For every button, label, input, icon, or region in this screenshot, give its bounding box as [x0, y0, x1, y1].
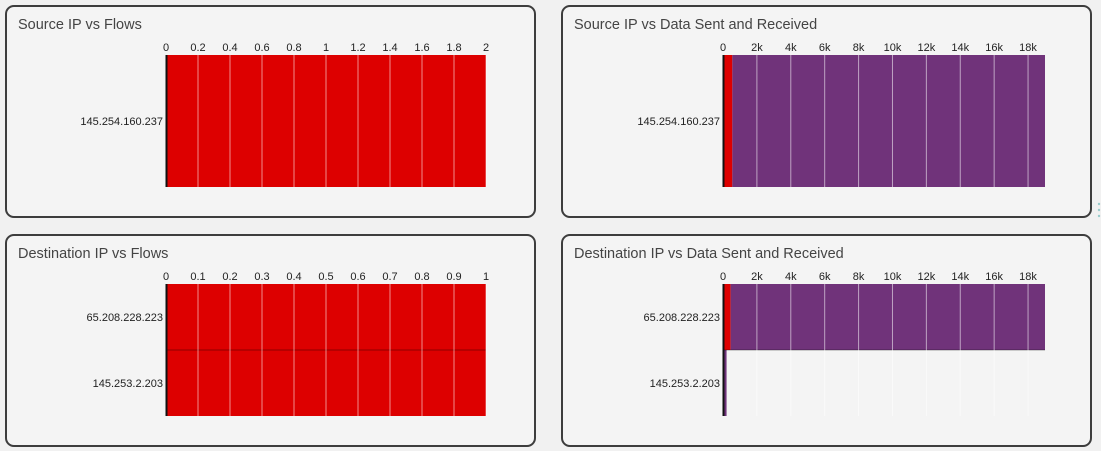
tick-label: 0.8 — [286, 42, 301, 54]
category-label: 145.253.2.203 — [650, 378, 720, 390]
bar — [723, 284, 731, 350]
tick-label: 0 — [720, 271, 726, 283]
source-ip-vs-data-chart: 0 2k 4k 6k 8k 10k 12k 14k 16k 18k 145.254.160.237 — [637, 42, 1045, 187]
tick-label: 0.9 — [446, 271, 461, 283]
tick-label: 2k — [751, 271, 763, 283]
tick-label: 0 — [720, 42, 726, 54]
tick-label: 12k — [917, 42, 935, 54]
tick-label: 8k — [853, 42, 865, 54]
tick-label: 16k — [985, 42, 1003, 54]
tick-label: 0.8 — [414, 271, 429, 283]
tick-label: 0.4 — [286, 271, 301, 283]
panel-title: Source IP vs Data Sent and Received — [574, 17, 818, 33]
panel-title: Destination IP vs Data Sent and Received — [574, 246, 844, 262]
tick-label: 1 — [323, 42, 329, 54]
panel-title: Destination IP vs Flows — [18, 246, 169, 262]
tick-label: 14k — [951, 271, 969, 283]
category-label: 145.254.160.237 — [80, 116, 163, 128]
tick-label: 0 — [163, 271, 169, 283]
tick-label: 6k — [819, 42, 831, 54]
tick-label: 2k — [751, 42, 763, 54]
category-label: 145.254.160.237 — [637, 116, 720, 128]
tick-label: 0.6 — [254, 42, 269, 54]
tick-label: 0.2 — [190, 42, 205, 54]
tick-label: 0.4 — [222, 42, 237, 54]
tick-label: 18k — [1019, 42, 1037, 54]
destination-ip-vs-flows-panel: Destination IP vs Flows 0 0.1 0.2 0.3 0.4 0.5… — [5, 234, 536, 447]
category-label: 145.253.2.203 — [93, 378, 163, 390]
destination-ip-vs-data-panel: Destination IP vs Data Sent and Received… — [561, 234, 1092, 447]
tick-label: 6k — [819, 271, 831, 283]
bar — [732, 55, 1045, 187]
tick-label: 1 — [483, 271, 489, 283]
tick-label: 8k — [853, 271, 865, 283]
source-ip-vs-data-panel: Source IP vs Data Sent and Received 0 2k 4… — [561, 5, 1092, 218]
tick-label: 16k — [985, 271, 1003, 283]
bar — [730, 284, 1045, 350]
source-ip-vs-flows-panel: Source IP vs Flows 0 0.2 0.4 0.6 0.8 1 1.2 1.4 1… — [5, 5, 536, 218]
tick-label: 0.7 — [382, 271, 397, 283]
tick-label: 12k — [917, 271, 935, 283]
tick-label: 0.5 — [318, 271, 333, 283]
bar — [723, 55, 733, 187]
tick-label: 1.4 — [382, 42, 397, 54]
resize-handle-icon — [1097, 202, 1101, 218]
bar — [724, 350, 727, 416]
destination-ip-vs-data-chart: 0 2k 4k 6k 8k 10k 12k 14k 16k 18k 65.208.228.223 14… — [644, 271, 1045, 416]
tick-label: 1.8 — [446, 42, 461, 54]
destination-ip-vs-flows-chart: 0 0.1 0.2 0.3 0.4 0.5 0.6 0.7 0.8 0.9 1 65.208.228.… — [87, 271, 489, 416]
tick-label: 0.6 — [350, 271, 365, 283]
panel-title: Source IP vs Flows — [18, 17, 142, 33]
tick-label: 1.2 — [350, 42, 365, 54]
category-label: 65.208.228.223 — [87, 312, 163, 324]
tick-label: 14k — [951, 42, 969, 54]
tick-label: 0.1 — [190, 271, 205, 283]
tick-label: 4k — [785, 42, 797, 54]
category-label: 65.208.228.223 — [644, 312, 720, 324]
tick-label: 4k — [785, 271, 797, 283]
tick-label: 0.3 — [254, 271, 269, 283]
tick-label: 2 — [483, 42, 489, 54]
tick-label: 18k — [1019, 271, 1037, 283]
tick-label: 0.2 — [222, 271, 237, 283]
tick-label: 10k — [884, 42, 902, 54]
tick-label: 1.6 — [414, 42, 429, 54]
source-ip-vs-flows-chart: 0 0.2 0.4 0.6 0.8 1 1.2 1.4 1.6 1.8 2 145.254.160.2… — [80, 42, 489, 187]
tick-label: 0 — [163, 42, 169, 54]
tick-label: 10k — [884, 271, 902, 283]
